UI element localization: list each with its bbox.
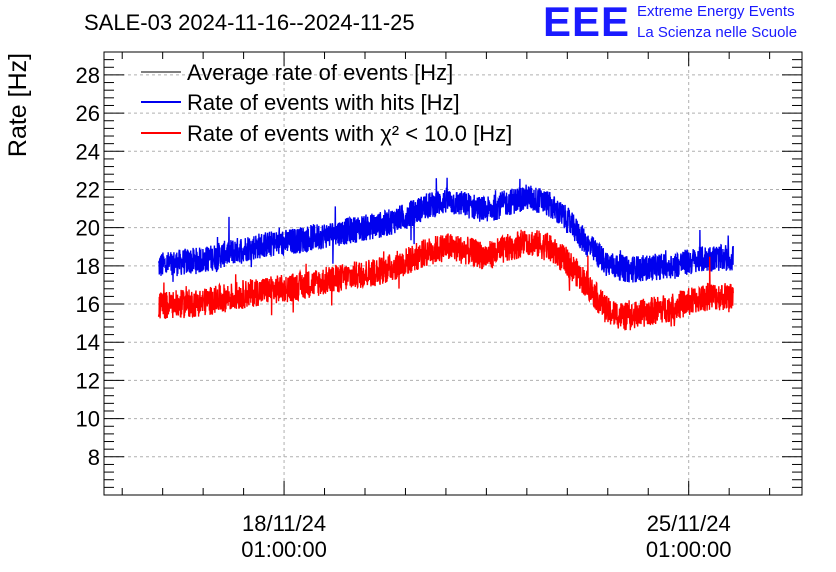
x-tick-label-date: 25/11/24	[647, 511, 731, 536]
y-tick-label: 28	[76, 63, 100, 88]
series-line-hits	[157, 177, 734, 283]
legend-label: Rate of events with hits [Hz]	[187, 90, 460, 115]
y-axis-label: Rate [Hz]	[4, 53, 32, 157]
y-tick-label: 24	[76, 139, 100, 164]
y-tick-label: 26	[76, 101, 100, 126]
grid	[104, 52, 802, 495]
x-tick-label-time: 01:00:00	[646, 537, 732, 562]
y-tick-label: 10	[76, 407, 100, 432]
y-tick-label: 20	[76, 216, 100, 241]
data-series	[157, 177, 734, 331]
y-tick-label: 22	[76, 177, 100, 202]
y-tick-label: 16	[76, 292, 100, 317]
x-tick-label-time: 01:00:00	[241, 537, 327, 562]
x-tick-label-date: 18/11/24	[242, 511, 326, 536]
eee-logo: EEE	[543, 0, 631, 45]
legend-label: Rate of events with χ² < 10.0 [Hz]	[187, 121, 512, 146]
logo-line-2: La Scienza nelle Scuole	[637, 24, 798, 41]
y-tick-label: 18	[76, 254, 100, 279]
axes: 81012141618202224262818/11/2401:00:0025/…	[76, 51, 802, 562]
plot-frame	[103, 51, 803, 496]
y-tick-label: 8	[88, 445, 100, 470]
series-line-chi2	[157, 229, 734, 331]
legend: Average rate of events [Hz] Rate of event…	[141, 60, 512, 146]
legend-label: Average rate of events [Hz]	[187, 60, 453, 85]
chart-title: SALE-03 2024-11-16--2024-11-25	[84, 10, 415, 35]
y-tick-label: 14	[76, 330, 100, 355]
y-tick-label: 12	[76, 368, 100, 393]
logo-line-1: Extreme Energy Events	[637, 3, 795, 20]
